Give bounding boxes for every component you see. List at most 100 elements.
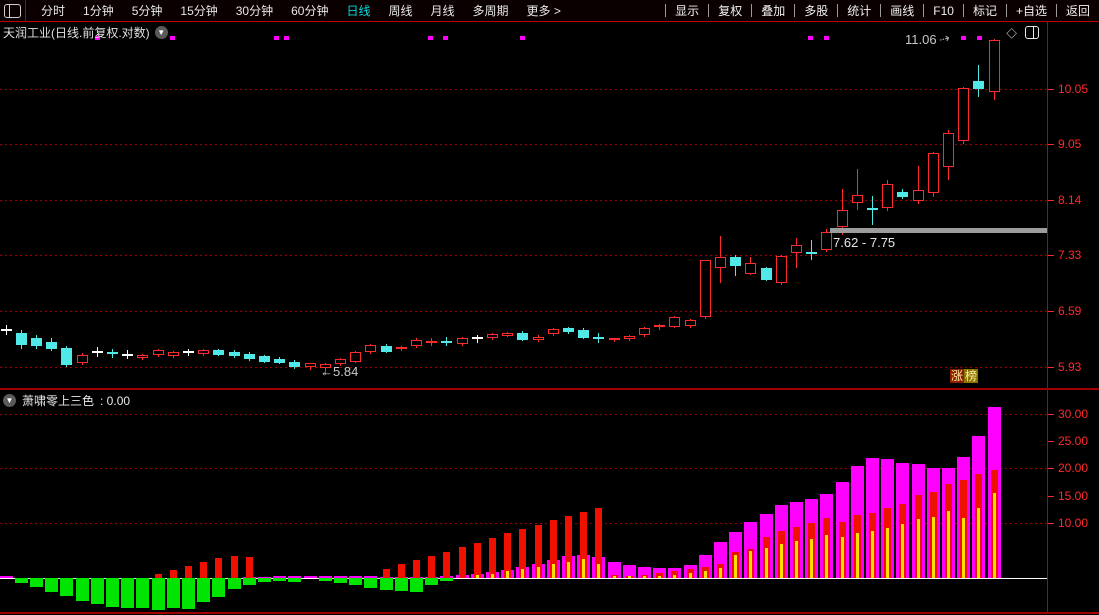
period-tab-60分钟[interactable]: 60分钟 (291, 4, 329, 18)
toolbar-button-F10[interactable]: F10 (933, 3, 954, 18)
candle-body (15, 332, 27, 346)
candle-body (319, 364, 331, 368)
period-tab-更多 >[interactable]: 更多 > (526, 4, 561, 18)
chart-corner-icons: ◇ (1006, 25, 1039, 39)
chevron-down-icon[interactable]: ▼ (3, 394, 16, 407)
hist-bar-magenta (637, 567, 651, 578)
candlestick-chart-panel[interactable]: 天润工业(日线.前复权.对数) ▼ ◇ 11.06 ⇢ 7.62 - 7.75 … (0, 22, 1047, 388)
period-tab-5分钟[interactable]: 5分钟 (131, 4, 163, 18)
candle-body (502, 332, 514, 336)
button-separator (923, 4, 925, 17)
hist-bar-green (197, 578, 211, 603)
hist-bar-green (364, 578, 378, 588)
period-tab-日线[interactable]: 日线 (346, 4, 371, 18)
high-price-annotation: 11.06 ⇢ (905, 30, 951, 47)
candle-body (912, 189, 924, 202)
hist-bar-red (397, 563, 405, 578)
split-view-icon[interactable] (1025, 25, 1039, 39)
candle-body (304, 363, 316, 367)
period-tab-1分钟[interactable]: 1分钟 (83, 4, 114, 18)
axis-tick (1048, 89, 1054, 90)
hist-bar-red (169, 569, 177, 578)
buy-signal-dot (520, 36, 525, 40)
toolbar-button-画线[interactable]: 画线 (890, 4, 915, 18)
button-separator (751, 4, 753, 17)
candle-body (243, 353, 255, 359)
hist-bar-magenta (257, 576, 271, 579)
hist-bar-yellow (703, 571, 707, 578)
axis-tick (1048, 144, 1054, 145)
candle-body (106, 351, 118, 354)
period-tab-周线[interactable]: 周线 (388, 4, 413, 18)
hist-bar-red (428, 556, 436, 578)
diamond-icon[interactable]: ◇ (1006, 24, 1017, 40)
hist-bar-yellow (931, 516, 935, 578)
hist-bar-yellow (688, 573, 692, 578)
candle-body (699, 260, 711, 317)
hist-bar-magenta (349, 576, 363, 578)
buy-signal-dot (808, 36, 813, 40)
toolbar-button-统计[interactable]: 统计 (847, 4, 872, 18)
panel-divider[interactable] (0, 388, 1099, 390)
split-window-icon[interactable] (4, 3, 21, 18)
hist-bar-green (136, 578, 150, 609)
toolbar-button-显示[interactable]: 显示 (675, 4, 700, 18)
hist-bar-magenta (273, 576, 287, 578)
chevron-down-icon[interactable]: ▼ (154, 26, 168, 39)
indicator-axis: 30.00 25.00 20.00 15.00 10.00 (1047, 390, 1099, 612)
hist-bar-yellow (825, 535, 829, 578)
toolbar-button-+自选[interactable]: +自选 (1015, 4, 1047, 18)
period-tab-月线[interactable]: 月线 (430, 4, 455, 18)
price-range-bar (830, 228, 1047, 233)
hist-bar-yellow (901, 524, 905, 578)
rank-badge[interactable]: 涨 榜 (950, 369, 979, 383)
indicator-panel[interactable]: ▼ 萧啸零上三色 : 0.00 (0, 390, 1047, 612)
toolbar-button-多股[interactable]: 多股 (804, 4, 829, 18)
candle-body (228, 352, 240, 357)
period-tab-15分钟[interactable]: 15分钟 (180, 4, 218, 18)
candle-body (289, 361, 301, 367)
hist-bar-red (245, 557, 253, 578)
hist-bar-red (473, 542, 481, 578)
price-axis-label: 9.05 (1058, 137, 1082, 151)
hist-bar-green (318, 578, 332, 582)
candle-wick (324, 363, 326, 375)
axis-tick (1048, 200, 1054, 201)
hist-bar-red (640, 574, 648, 578)
period-tab-30分钟[interactable]: 30分钟 (235, 4, 274, 18)
toolbar-button-叠加[interactable]: 叠加 (761, 4, 786, 18)
candle-body (46, 341, 58, 349)
hist-bar-red (534, 524, 542, 578)
toolbar-button-返回[interactable]: 返回 (1065, 4, 1090, 18)
hist-bar-yellow (992, 493, 996, 578)
price-axis-label: 7.33 (1058, 248, 1082, 262)
candle-body (578, 330, 590, 338)
hist-bar-green (181, 578, 195, 610)
bottom-frame-line (0, 612, 1099, 614)
chart-title-row: 天润工业(日线.前复权.对数) ▼ (3, 24, 168, 41)
menu-divider (25, 0, 26, 21)
buy-signal-dot (428, 36, 433, 40)
hist-bar-green (121, 578, 135, 609)
axis-tick (1048, 441, 1054, 442)
candle-body (638, 327, 650, 336)
candle-body (182, 351, 194, 354)
candle-body (426, 341, 438, 343)
candle-body (821, 232, 833, 250)
axis-tick (1048, 523, 1054, 524)
hist-bar-green (333, 578, 347, 583)
hist-bar-yellow (840, 536, 844, 578)
indicator-header: ▼ 萧啸零上三色 : 0.00 (3, 392, 130, 409)
toolbar-button-复权[interactable]: 复权 (718, 4, 743, 18)
hist-bar-yellow (627, 576, 631, 578)
period-tab-多周期[interactable]: 多周期 (472, 4, 509, 18)
hist-bar-green (105, 578, 119, 607)
high-price-label: 11.06 (905, 31, 937, 47)
hist-bar-red (549, 519, 557, 578)
axis-tick (1048, 311, 1054, 312)
period-tab-分时[interactable]: 分时 (41, 4, 66, 18)
toolbar-button-标记[interactable]: 标记 (972, 4, 997, 18)
hist-bar-yellow (718, 568, 722, 578)
hist-bar-green (90, 578, 104, 604)
hist-bar-yellow (490, 573, 494, 578)
